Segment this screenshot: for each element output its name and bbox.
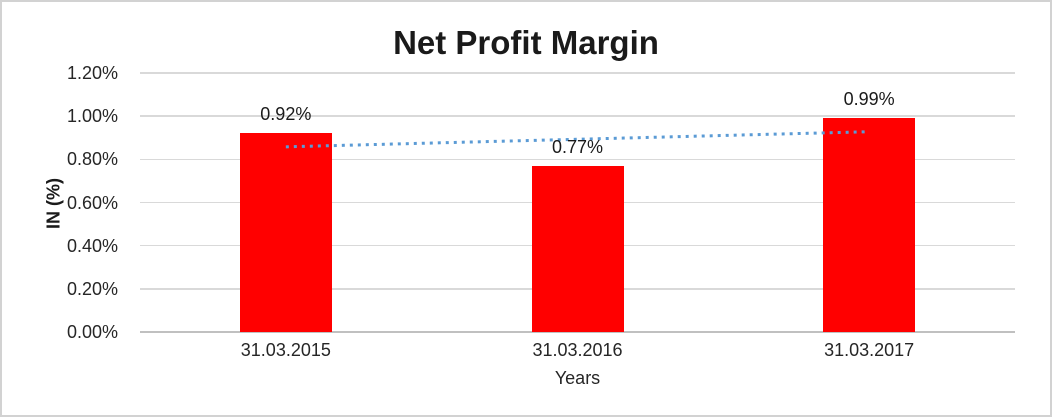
y-axis-tick-label: 0.00% — [66, 322, 118, 342]
x-axis-title: Years — [554, 368, 601, 388]
y-axis-tick-label: 1.20% — [66, 63, 118, 83]
y-axis-tick-label: 0.60% — [66, 192, 118, 213]
gridline — [140, 158, 1015, 161]
x-axis-tick-label: 31.03.2016 — [532, 340, 623, 360]
data-label: 0.99% — [843, 89, 895, 110]
data-label: 0.92% — [260, 104, 312, 125]
x-axis-tick-label: 31.03.2015 — [240, 340, 331, 360]
y-axis-tick-label: 0.40% — [66, 235, 118, 256]
y-axis-tick-label: 1.00% — [66, 106, 118, 127]
bar-31.03.2016 — [531, 165, 624, 332]
gridline — [140, 115, 1015, 117]
chart-title: Net Profit Margin — [393, 24, 659, 61]
y-axis-tick-label: 0.80% — [66, 149, 118, 170]
gridline — [140, 72, 1015, 74]
bar-31.03.2017 — [823, 118, 916, 332]
y-axis-tick-label: 0.20% — [66, 278, 118, 299]
bar-31.03.2015 — [239, 133, 332, 332]
data-label: 0.77% — [551, 136, 604, 157]
x-axis-tick-label: 31.03.2017 — [824, 340, 915, 360]
x-axis-line — [140, 331, 1015, 333]
